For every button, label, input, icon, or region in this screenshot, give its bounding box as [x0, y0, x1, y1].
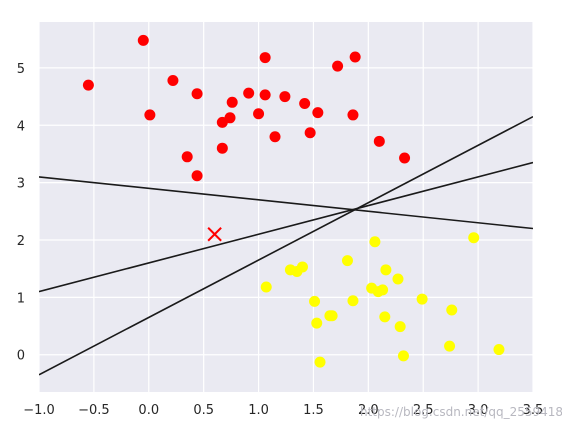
x-tick-label: 2.0 [358, 403, 379, 418]
x-marker-stroke [207, 227, 222, 242]
data-point [299, 97, 311, 109]
y-axis-ticks: 0 1 2 3 4 5 [17, 62, 25, 364]
data-point [167, 75, 179, 87]
data-point [349, 51, 361, 63]
data-point [380, 264, 392, 276]
x-tick-label: 0.0 [138, 403, 159, 418]
data-point [82, 79, 94, 91]
data-point [259, 89, 271, 101]
x-tick-label: 3.5 [523, 403, 544, 418]
y-tick-label: 1 [17, 291, 25, 306]
y-tick-label: 5 [17, 62, 25, 77]
data-points [82, 34, 505, 368]
data-point [493, 344, 505, 356]
y-tick-label: 0 [17, 349, 25, 364]
data-point [369, 236, 381, 248]
x-tick-label: 3.0 [468, 403, 489, 418]
data-point [312, 107, 324, 119]
data-point [309, 295, 321, 307]
plot-area [39, 22, 533, 392]
data-point [279, 91, 291, 103]
data-point [392, 273, 404, 285]
watermark: https://blog.csdn.net/qq_25594187 [360, 405, 562, 419]
x-tick-label: 1.0 [248, 403, 269, 418]
separating-line [39, 115, 533, 376]
data-point [397, 350, 409, 362]
grid [38, 22, 534, 392]
data-point [304, 127, 316, 139]
separating-lines [39, 115, 533, 376]
x-axis-ticks: −1.0 −0.5 0.0 0.5 1.0 1.5 2.0 2.5 3.0 3.5 [23, 403, 543, 418]
data-point [326, 310, 338, 322]
data-point [191, 88, 203, 100]
x-tick-label: 0.5 [193, 403, 214, 418]
data-point [341, 255, 353, 267]
y-tick-label: 4 [17, 119, 25, 134]
data-point [181, 151, 193, 163]
data-point [347, 295, 359, 307]
data-point [296, 261, 308, 273]
data-point [394, 321, 406, 333]
x-tick-label: 2.5 [413, 403, 434, 418]
x-marker [207, 227, 222, 242]
data-point [446, 304, 458, 316]
data-point [137, 34, 149, 46]
y-tick-label: 3 [17, 177, 25, 192]
data-point [314, 356, 326, 368]
data-point [399, 152, 411, 164]
data-point [144, 109, 156, 121]
data-point [347, 109, 359, 121]
data-point [243, 87, 255, 99]
data-point [416, 293, 428, 305]
data-point [269, 131, 281, 143]
separating-line [39, 176, 533, 230]
data-point [259, 52, 271, 64]
x-tick-label: −1.0 [23, 403, 55, 418]
y-tick-label: 2 [17, 234, 25, 249]
x-tick-label: −0.5 [78, 403, 110, 418]
data-point [311, 317, 323, 329]
data-point [260, 281, 272, 293]
data-point [216, 142, 228, 154]
x-tick-label: 1.5 [303, 403, 324, 418]
data-point [468, 232, 480, 244]
data-point [224, 112, 236, 124]
data-point [191, 170, 203, 182]
data-point [444, 340, 456, 352]
data-point [253, 108, 265, 120]
separating-line [39, 161, 533, 293]
data-point [332, 60, 344, 72]
data-point [379, 311, 391, 323]
data-point [226, 96, 238, 108]
data-point [373, 135, 385, 147]
data-point [377, 284, 389, 296]
